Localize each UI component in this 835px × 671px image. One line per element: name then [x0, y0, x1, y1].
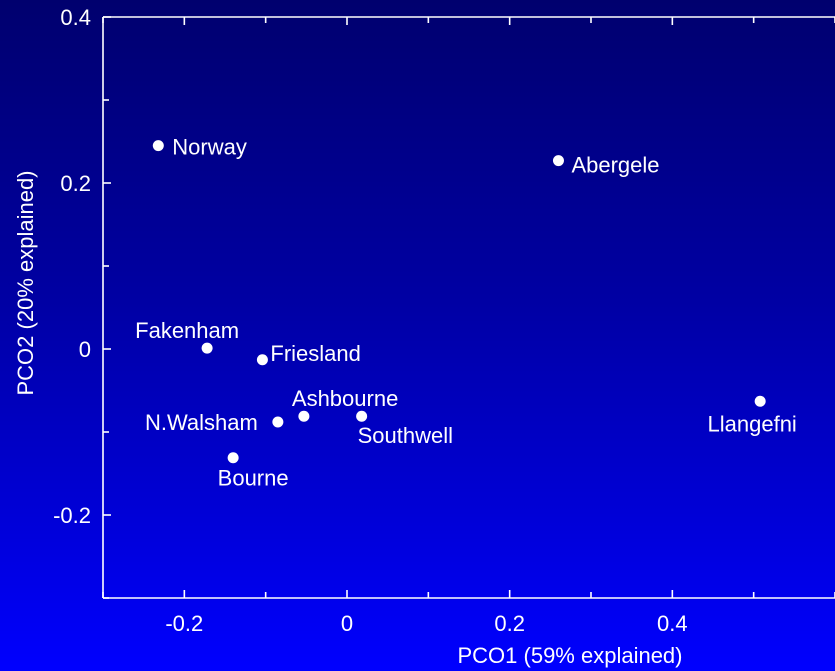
data-point [256, 354, 268, 366]
axes: -0.2 0 0.2 0.4 -0.2 0 0.2 0.4 [53, 5, 835, 636]
point-label: Bourne [218, 466, 289, 491]
data-point [552, 155, 564, 167]
point-label: Friesland [270, 341, 360, 366]
y-tick-label: 0 [79, 337, 91, 362]
data-point [201, 342, 213, 354]
point-label: Ashbourne [292, 386, 398, 411]
data-point [298, 410, 310, 422]
x-tick-label: 0.4 [657, 611, 688, 636]
y-axis-label: PCO2 (20% explained) [13, 170, 38, 395]
x-tick-label: -0.2 [165, 611, 203, 636]
data-point [227, 452, 239, 464]
x-tick-label: 0.2 [494, 611, 525, 636]
y-tick-label: 0.4 [60, 5, 91, 30]
data-point [272, 416, 284, 428]
point-label: Llangefni [708, 411, 797, 436]
point-label: Fakenham [135, 318, 239, 343]
y-tick-label: 0.2 [60, 171, 91, 196]
point-label: Abergele [571, 153, 659, 178]
point-label: Norway [172, 135, 247, 160]
data-point [754, 395, 766, 407]
point-label: Southwell [358, 423, 453, 448]
data-point [152, 140, 164, 152]
x-axis-label: PCO1 (59% explained) [457, 643, 682, 668]
data-points: Norway Abergele Fakenham Friesland Ashbourne… [135, 135, 797, 491]
point-label: N.Walsham [145, 410, 258, 435]
data-point [356, 410, 368, 422]
y-tick-label: -0.2 [53, 503, 91, 528]
x-tick-label: 0 [341, 611, 353, 636]
